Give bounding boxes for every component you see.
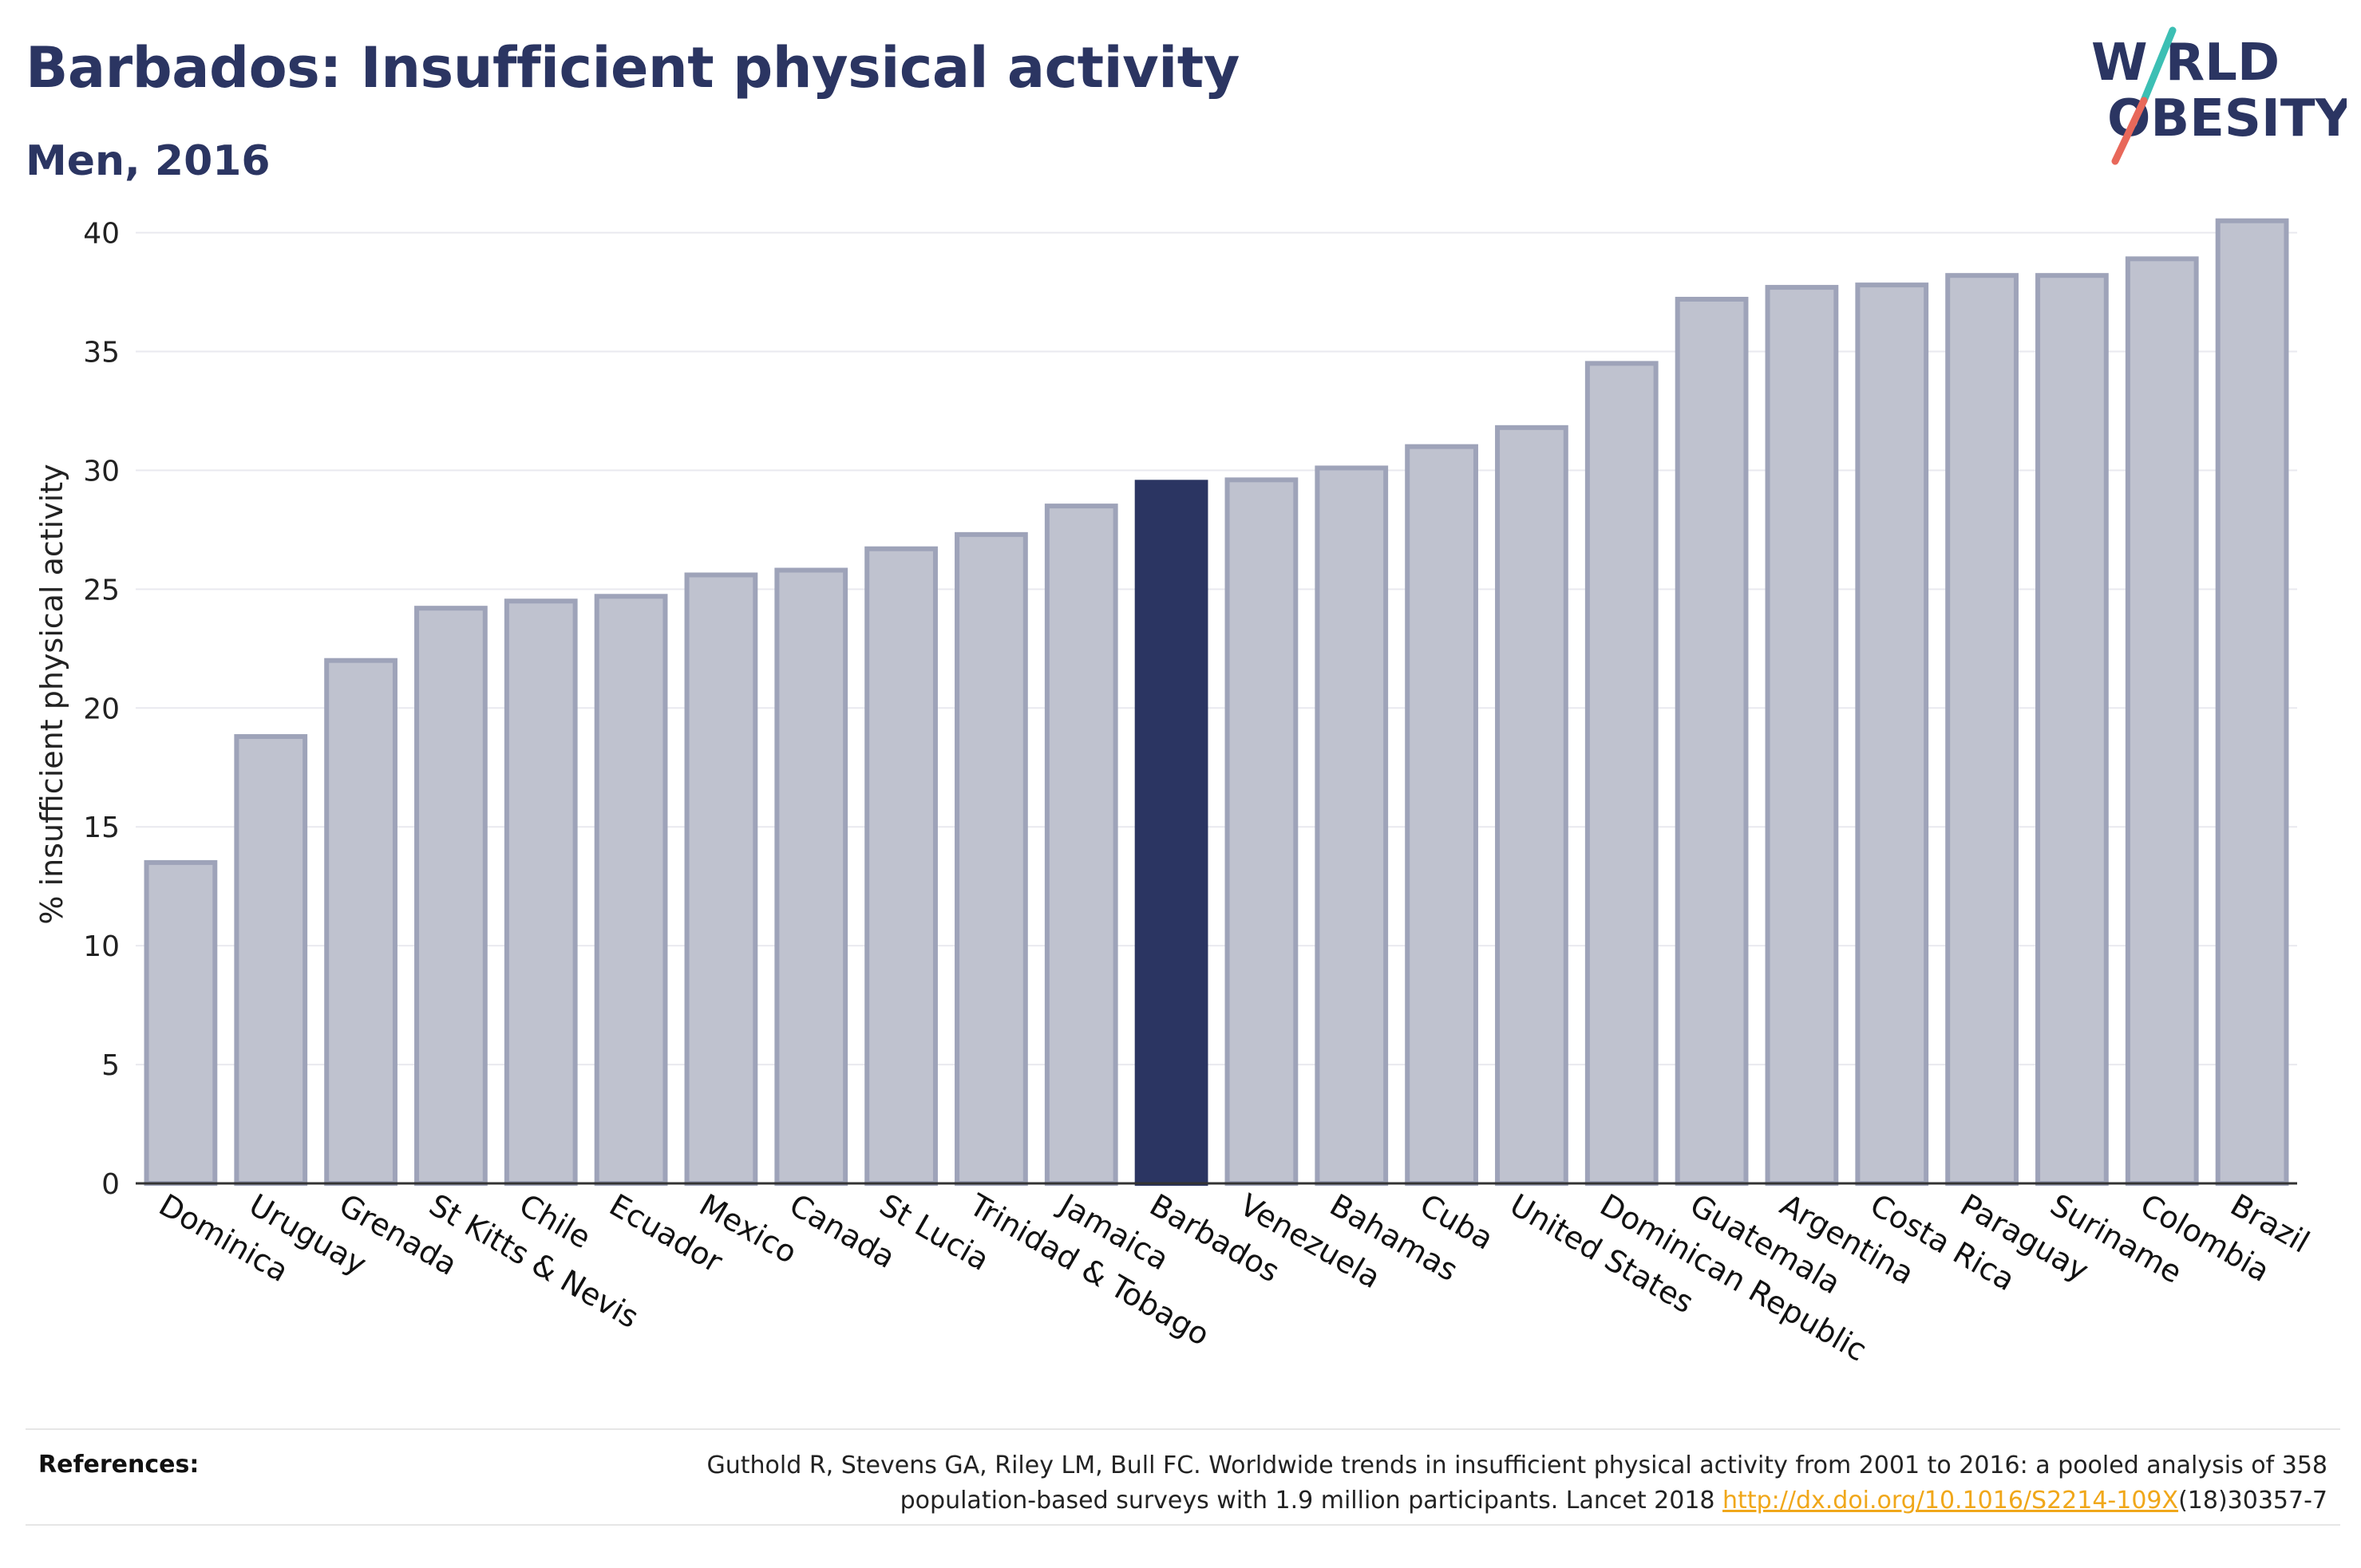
y-tick-labels: 0 5 10 15 20 25 30 35 40 bbox=[83, 218, 120, 1201]
page-subtitle: Men, 2016 bbox=[26, 137, 271, 185]
bar-cuba bbox=[1405, 444, 1478, 1186]
references-divider-bottom bbox=[26, 1524, 2340, 1526]
bar-costa-rica bbox=[1855, 282, 1929, 1187]
y-axis-label: % insufficient physical activity bbox=[34, 464, 69, 924]
bar-ecuador bbox=[594, 594, 668, 1186]
grid-lines bbox=[136, 231, 2297, 1066]
references-divider-top bbox=[26, 1428, 2340, 1430]
bar-trinidad-tobago bbox=[955, 531, 1028, 1186]
bar-colombia bbox=[2125, 256, 2199, 1187]
bar-mexico bbox=[684, 572, 758, 1186]
logo-text-world: W RLD bbox=[2091, 34, 2280, 93]
y-tick-label: 5 bbox=[101, 1049, 120, 1082]
y-tick-label: 25 bbox=[83, 574, 120, 606]
page-title: Barbados: Insufficient physical activity bbox=[26, 35, 1240, 101]
bar-bahamas bbox=[1315, 465, 1389, 1186]
bar-dominican-republic bbox=[1584, 361, 1659, 1187]
bar-dominica bbox=[144, 859, 218, 1186]
bar-argentina bbox=[1765, 285, 1839, 1186]
bar-venezuela bbox=[1224, 477, 1299, 1186]
y-tick-label: 40 bbox=[83, 218, 120, 251]
bar-united-states bbox=[1495, 425, 1568, 1186]
bar-canada bbox=[774, 567, 848, 1186]
reference-line-2: population-based surveys with 1.9 millio… bbox=[900, 1487, 1723, 1515]
y-tick-label: 10 bbox=[83, 930, 120, 963]
references-label: References: bbox=[38, 1451, 200, 1479]
bar-grenada bbox=[324, 658, 397, 1186]
reference-line-2-end: (18)30357-7 bbox=[2178, 1487, 2327, 1515]
world-obesity-logo: W RLD OBESITY bbox=[2091, 26, 2347, 165]
bar-brazil bbox=[2215, 218, 2289, 1186]
bar-chile bbox=[504, 598, 578, 1186]
bar-paraguay bbox=[1945, 273, 2019, 1187]
logo-slash-bottom bbox=[2111, 97, 2148, 165]
bar-chart: 0 5 10 15 20 25 30 35 40 DominicaUruguayGrenadaS… bbox=[34, 218, 2316, 1369]
bar-jamaica bbox=[1044, 504, 1118, 1186]
y-tick-label: 15 bbox=[83, 812, 120, 844]
y-tick-label: 35 bbox=[83, 337, 120, 369]
bars bbox=[144, 218, 2289, 1187]
reference-doi-link[interactable]: http://dx.doi.org/10.1016/S2214-109X bbox=[1722, 1487, 2179, 1515]
bar-st-kitts-nevis bbox=[414, 606, 488, 1186]
logo-slash-top bbox=[2140, 26, 2177, 105]
y-tick-label: 20 bbox=[83, 693, 120, 725]
references-text: Guthold R, Stevens GA, Riley LM, Bull FC… bbox=[571, 1448, 2327, 1519]
bar-barbados bbox=[1134, 480, 1208, 1186]
bar-st-lucia bbox=[864, 546, 938, 1186]
bar-suriname bbox=[2035, 273, 2109, 1187]
y-tick-label: 30 bbox=[83, 455, 120, 488]
bar-uruguay bbox=[234, 734, 308, 1186]
y-tick-label: 0 bbox=[101, 1168, 120, 1201]
bar-guatemala bbox=[1675, 296, 1749, 1186]
reference-line-1: Guthold R, Stevens GA, Riley LM, Bull FC… bbox=[706, 1451, 2327, 1479]
